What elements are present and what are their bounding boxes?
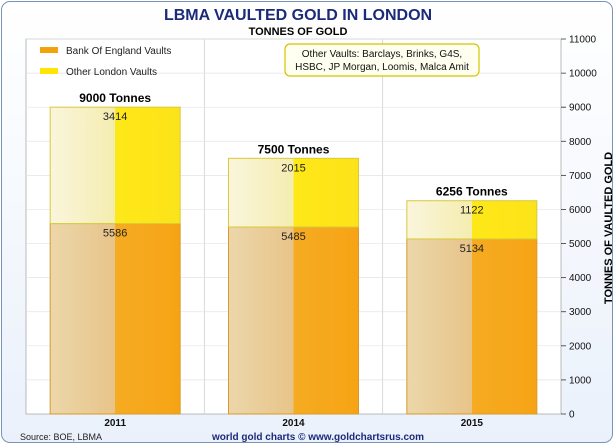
legend-swatch-other [40,68,58,74]
x-tick-label: 2014 [282,418,305,429]
y-tick-label: 7000 [569,171,592,182]
y-tick-label: 11000 [569,35,597,46]
annotation-line: Other Vaults: Barclays, Brinks, G4S, [302,49,462,60]
bar-other-2014 [228,157,359,228]
legend-swatch-boe [40,47,58,53]
bars: 5586 3414 9000 Tonnes 5485 2015 7500 Tonnes 51… [49,91,538,415]
legend-label-other: Other London Vaults [66,67,157,78]
data-label: 1122 [460,205,484,217]
data-label: 5485 [281,231,305,243]
y-tick-label: 9000 [569,103,592,114]
y-axis: 0 1000 2000 3000 4000 5000 6000 7000 8000 9000 100… [561,35,597,421]
bar-boe-2011 [49,223,181,415]
y-tick-label: 3000 [569,307,592,318]
data-label: 5586 [103,228,127,240]
y-tick-label: 6000 [569,205,592,216]
chart-title: LBMA VAULTED GOLD IN LONDON [164,7,432,24]
x-tick-label: 2011 [104,418,126,429]
chart-subtitle: TONNES OF GOLD [249,26,348,38]
y-tick-label: 4000 [569,273,592,284]
legend: Bank Of England Vaults Other London Vaul… [40,46,171,78]
data-label: 2015 [281,162,305,174]
y-tick-label: 2000 [569,341,592,352]
total-label: 7500 Tonnes [258,142,330,156]
data-label: 3414 [103,111,127,123]
y-tick-label: 1000 [569,375,592,386]
annotation-line: HSBC, JP Morgan, Loomis, Malca Amit [295,62,469,73]
source-text: Source: BOE, LBMA [20,432,102,442]
y-axis-label: TONNES OF VAULTED GOLD [603,152,613,304]
bar-other-2011 [49,106,181,225]
annotation-box: Other Vaults: Barclays, Brinks, G4S, HSBC… [284,43,480,77]
credit-text: world gold charts © www.goldchartsrus.co… [211,432,424,443]
legend-label-boe: Bank Of England Vaults [66,46,171,57]
x-tick-label: 2015 [461,418,484,429]
total-label: 9000 Tonnes [79,91,151,105]
bar-boe-2014 [228,226,359,415]
total-label: 6256 Tonnes [436,185,508,199]
x-axis: 2011 2014 2015 [104,418,483,429]
y-tick-label: 10000 [569,69,597,80]
annotation-text: Other Vaults: Barclays, Brinks, G4S, HSBC… [295,49,469,73]
data-label: 5134 [460,243,484,255]
bar-other-2015 [406,200,538,240]
y-tick-label: 5000 [569,239,592,250]
y-tick-label: 8000 [569,137,592,148]
y-tick-label: 0 [569,410,575,421]
bar-boe-2015 [406,238,538,415]
